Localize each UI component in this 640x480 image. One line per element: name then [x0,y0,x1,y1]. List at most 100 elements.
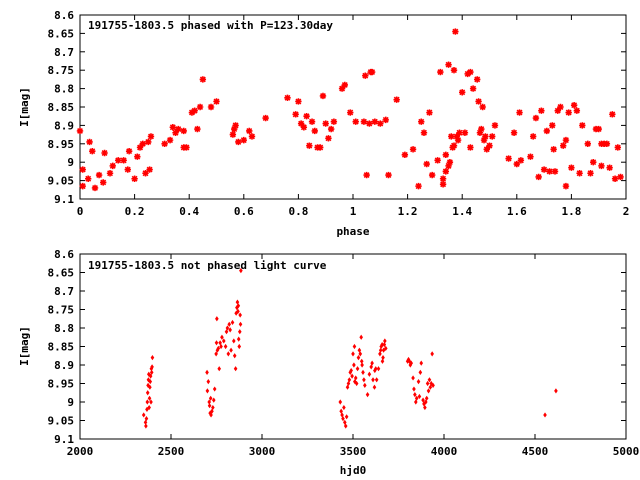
data-point [445,162,452,170]
data-point [208,410,212,416]
data-point [401,151,409,159]
data-point [352,118,359,125]
y-axis-label: I[mag] [18,326,31,366]
data-point [413,392,417,398]
data-point [551,168,559,175]
data-point [347,377,352,383]
data-point [415,182,422,190]
data-point [347,109,354,116]
data-point [446,159,454,166]
data-point [262,114,269,122]
data-point [450,67,458,74]
data-point [369,364,373,370]
data-point [342,404,346,411]
data-point [139,140,146,147]
y-tick-label: 9 [67,396,74,409]
data-point [370,360,374,366]
data-point [378,347,383,353]
data-point [306,142,313,149]
data-point [362,377,366,383]
data-point [214,351,218,357]
data-point [338,85,346,92]
y-axis-label: I[mag] [18,87,31,127]
data-point [434,157,441,164]
data-point [450,142,458,149]
data-point [209,412,213,418]
data-point [217,366,222,372]
data-point [367,371,372,377]
data-point [229,347,233,353]
data-point [422,401,426,407]
data-point [180,127,187,135]
x-tick-label: 1.6 [507,205,527,218]
data-point [546,168,553,175]
data-point [343,423,348,429]
data-point [516,109,523,116]
data-point [292,111,299,118]
data-point [448,133,455,140]
x-axis-label: phase [336,225,369,238]
data-point [236,336,241,342]
data-point [205,388,210,394]
data-point [297,120,305,127]
data-point [175,125,182,133]
data-point [345,384,350,390]
data-point [378,351,382,357]
data-point [148,373,153,379]
data-point [214,340,219,346]
data-point [220,334,224,340]
data-point [238,321,243,327]
data-point [219,343,223,350]
data-point [535,173,542,181]
y-tick-label: 8.65 [48,267,75,280]
data-point [145,390,150,396]
data-point [579,122,586,129]
data-point [374,377,379,383]
y-tick-label: 8.75 [48,64,75,77]
data-point [614,144,622,151]
chart-title: 191755-1803.5 phased with P=123.30day [88,19,333,32]
y-tick-label: 8.7 [54,285,74,298]
data-point [146,377,151,383]
data-point [365,392,370,398]
y-tick-label: 8.9 [54,359,74,372]
data-point [611,175,619,182]
data-point [540,166,548,173]
y-tick-label: 8.75 [48,304,75,317]
data-point [330,118,338,125]
data-point [452,28,459,35]
data-point [136,144,144,151]
data-point [459,89,466,96]
data-point [100,179,107,186]
data-point [587,170,594,177]
data-point [236,303,241,309]
y-tick-label: 9.05 [48,415,75,428]
data-point [489,133,496,140]
data-point [428,384,433,390]
y-tick-label: 9.1 [54,433,74,446]
data-point [226,351,231,357]
data-point [144,423,148,429]
y-tick-label: 8.95 [48,378,75,391]
data-point [351,351,355,357]
data-point [382,342,387,348]
data-point [125,147,133,155]
data-point [84,175,92,182]
data-point [341,416,345,422]
y-tick-label: 8.6 [54,248,74,261]
data-point [549,122,556,129]
data-point [376,366,381,372]
y-tick-label: 8.85 [48,101,75,114]
data-point [360,118,368,125]
y-tick-label: 8.8 [54,322,74,335]
x-axis-label: hjd0 [340,464,367,477]
data-point [543,412,547,418]
data-point [550,146,557,153]
data-point [224,329,229,335]
data-point [381,355,385,361]
y-tick-label: 9.05 [48,175,75,188]
data-point [439,181,447,188]
data-point [421,397,425,403]
x-tick-label: 0.6 [234,205,254,218]
data-point [232,122,239,129]
